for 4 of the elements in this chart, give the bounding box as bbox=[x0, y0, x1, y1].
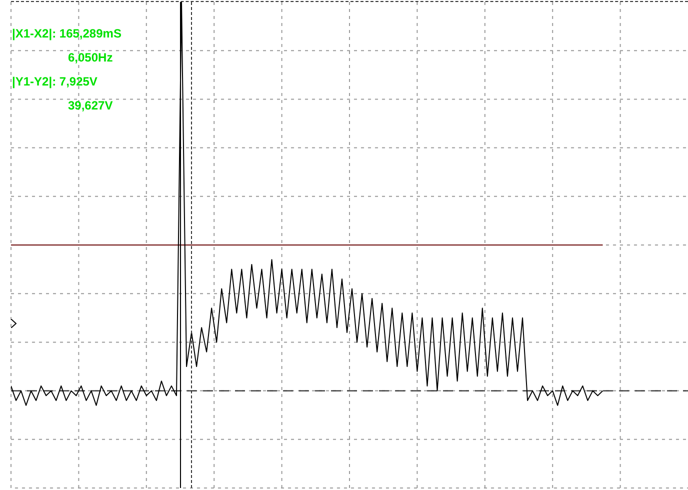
annotation: |X1-X2|: 165,289mS bbox=[12, 26, 122, 40]
annotation: |Y1-Y2|: 7,925V bbox=[12, 74, 98, 88]
annotation: 6,050Hz bbox=[68, 50, 113, 64]
annotation: 39,627V bbox=[68, 98, 113, 112]
